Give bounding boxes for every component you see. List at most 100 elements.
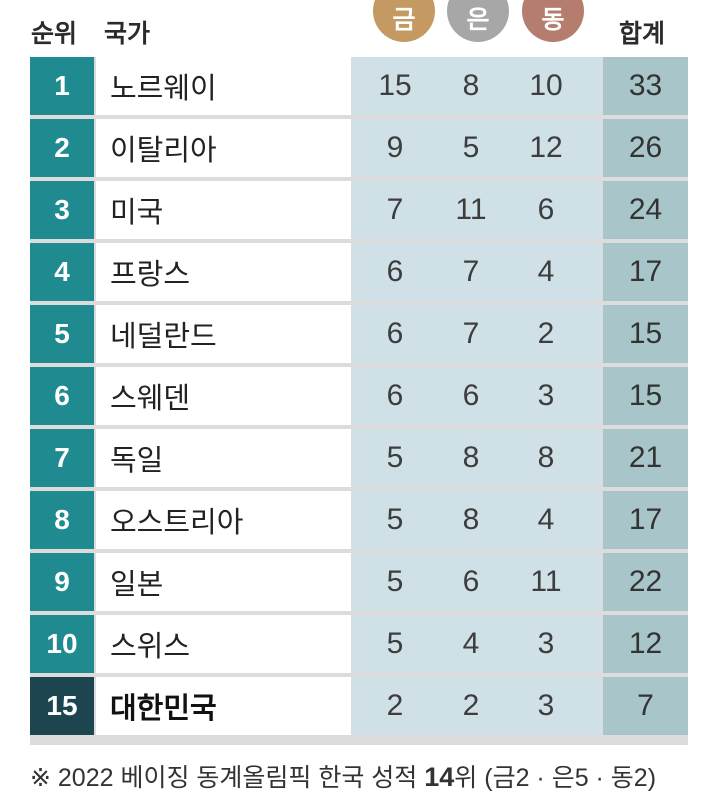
medal-counts: 7 11 6 xyxy=(353,181,601,239)
gold-count: 2 xyxy=(386,689,404,722)
gold-count: 9 xyxy=(386,131,404,164)
footnote: ※ 2022 베이징 동계올림픽 한국 성적 14위 (금2 · 은5 · 동2… xyxy=(30,758,656,794)
rank-cell: 1 xyxy=(30,57,94,115)
silver-count: 4 xyxy=(462,627,480,660)
silver-count: 6 xyxy=(462,379,480,412)
rank-cell: 8 xyxy=(30,491,94,549)
total-cell: 26 xyxy=(603,119,688,177)
gold-count: 5 xyxy=(386,565,404,598)
silver-count: 8 xyxy=(462,69,480,102)
medal-table: 1 노르웨이 15 8 10 33 2 이탈리아 9 5 12 26 3 미국 7 11 6 24 4 프랑스 6 7 4 1… xyxy=(30,57,688,745)
gold-count: 6 xyxy=(386,379,404,412)
table-row: 15 대한민국 2 2 3 7 xyxy=(30,677,688,735)
silver-count: 11 xyxy=(455,193,487,226)
bronze-count: 4 xyxy=(537,503,555,536)
silver-count: 7 xyxy=(462,255,480,288)
bronze-count: 12 xyxy=(529,131,563,164)
bronze-count: 3 xyxy=(537,379,555,412)
medal-counts: 5 8 4 xyxy=(353,491,601,549)
footnote-suffix: 위 (금2 · 은5 · 동2) xyxy=(454,764,657,792)
rank-cell: 5 xyxy=(30,305,94,363)
medal-counts: 5 8 8 xyxy=(353,429,601,487)
bronze-count: 11 xyxy=(530,565,562,598)
country-cell: 네덜란드 xyxy=(96,305,351,363)
gold-count: 5 xyxy=(386,503,404,536)
total-column-header: 합계 xyxy=(619,20,666,48)
bronze-count: 6 xyxy=(537,193,555,226)
rank-cell: 15 xyxy=(30,677,94,735)
table-row: 4 프랑스 6 7 4 17 xyxy=(30,243,688,301)
gold-column-header: 금 xyxy=(392,6,416,34)
gold-count: 5 xyxy=(386,627,404,660)
gold-count: 6 xyxy=(386,255,404,288)
total-cell: 33 xyxy=(603,57,688,115)
country-column-header: 국가 xyxy=(104,20,151,48)
total-cell: 15 xyxy=(603,367,688,425)
bronze-medal-icon: 동 xyxy=(522,0,584,42)
medal-counts: 6 6 3 xyxy=(353,367,601,425)
gold-count: 5 xyxy=(386,441,404,474)
total-cell: 24 xyxy=(603,181,688,239)
medal-counts: 6 7 4 xyxy=(353,243,601,301)
footnote-rank: 14 xyxy=(424,762,455,792)
table-row: 2 이탈리아 9 5 12 26 xyxy=(30,119,688,177)
rank-cell: 10 xyxy=(30,615,94,673)
table-row: 10 스위스 5 4 3 12 xyxy=(30,615,688,673)
table-row: 3 미국 7 11 6 24 xyxy=(30,181,688,239)
country-cell: 노르웨이 xyxy=(96,57,351,115)
table-row: 9 일본 5 6 11 22 xyxy=(30,553,688,611)
country-cell: 미국 xyxy=(96,181,351,239)
silver-count: 6 xyxy=(462,565,480,598)
medal-counts: 5 6 11 xyxy=(353,553,601,611)
rank-column-header: 순위 xyxy=(31,20,78,48)
table-row: 7 독일 5 8 8 21 xyxy=(30,429,688,487)
gold-count: 15 xyxy=(378,69,412,102)
total-cell: 21 xyxy=(603,429,688,487)
gold-count: 7 xyxy=(386,193,404,226)
silver-count: 7 xyxy=(462,317,480,350)
gold-count: 6 xyxy=(386,317,404,350)
country-cell: 이탈리아 xyxy=(96,119,351,177)
footnote-prefix: ※ 2022 베이징 동계올림픽 한국 성적 xyxy=(30,764,425,792)
total-cell: 15 xyxy=(603,305,688,363)
table-row: 5 네덜란드 6 7 2 15 xyxy=(30,305,688,363)
medal-counts: 9 5 12 xyxy=(353,119,601,177)
rank-cell: 3 xyxy=(30,181,94,239)
medal-counts: 2 2 3 xyxy=(353,677,601,735)
silver-count: 8 xyxy=(462,441,480,474)
bronze-column-header: 동 xyxy=(541,6,565,34)
total-cell: 17 xyxy=(603,491,688,549)
silver-column-header: 은 xyxy=(466,6,490,34)
bronze-count: 3 xyxy=(537,627,555,660)
bronze-count: 4 xyxy=(537,255,555,288)
country-cell: 프랑스 xyxy=(96,243,351,301)
rank-cell: 6 xyxy=(30,367,94,425)
country-cell: 스웨덴 xyxy=(96,367,351,425)
table-row: 1 노르웨이 15 8 10 33 xyxy=(30,57,688,115)
gold-medal-icon: 금 xyxy=(373,0,435,42)
country-cell: 일본 xyxy=(96,553,351,611)
country-cell: 스위스 xyxy=(96,615,351,673)
rank-cell: 9 xyxy=(30,553,94,611)
total-cell: 22 xyxy=(603,553,688,611)
bronze-count: 2 xyxy=(537,317,555,350)
medal-counts: 6 7 2 xyxy=(353,305,601,363)
medal-counts: 15 8 10 xyxy=(353,57,601,115)
table-row: 6 스웨덴 6 6 3 15 xyxy=(30,367,688,425)
silver-count: 5 xyxy=(462,131,480,164)
rank-cell: 2 xyxy=(30,119,94,177)
silver-count: 2 xyxy=(462,689,480,722)
total-cell: 7 xyxy=(603,677,688,735)
bronze-count: 10 xyxy=(529,69,563,102)
country-cell: 대한민국 xyxy=(96,677,351,735)
bronze-count: 8 xyxy=(537,441,555,474)
silver-count: 8 xyxy=(462,503,480,536)
silver-medal-icon: 은 xyxy=(447,0,509,42)
total-cell: 12 xyxy=(603,615,688,673)
country-cell: 오스트리아 xyxy=(96,491,351,549)
medal-counts: 5 4 3 xyxy=(353,615,601,673)
bronze-count: 3 xyxy=(537,689,555,722)
rank-cell: 4 xyxy=(30,243,94,301)
rank-cell: 7 xyxy=(30,429,94,487)
table-row: 8 오스트리아 5 8 4 17 xyxy=(30,491,688,549)
